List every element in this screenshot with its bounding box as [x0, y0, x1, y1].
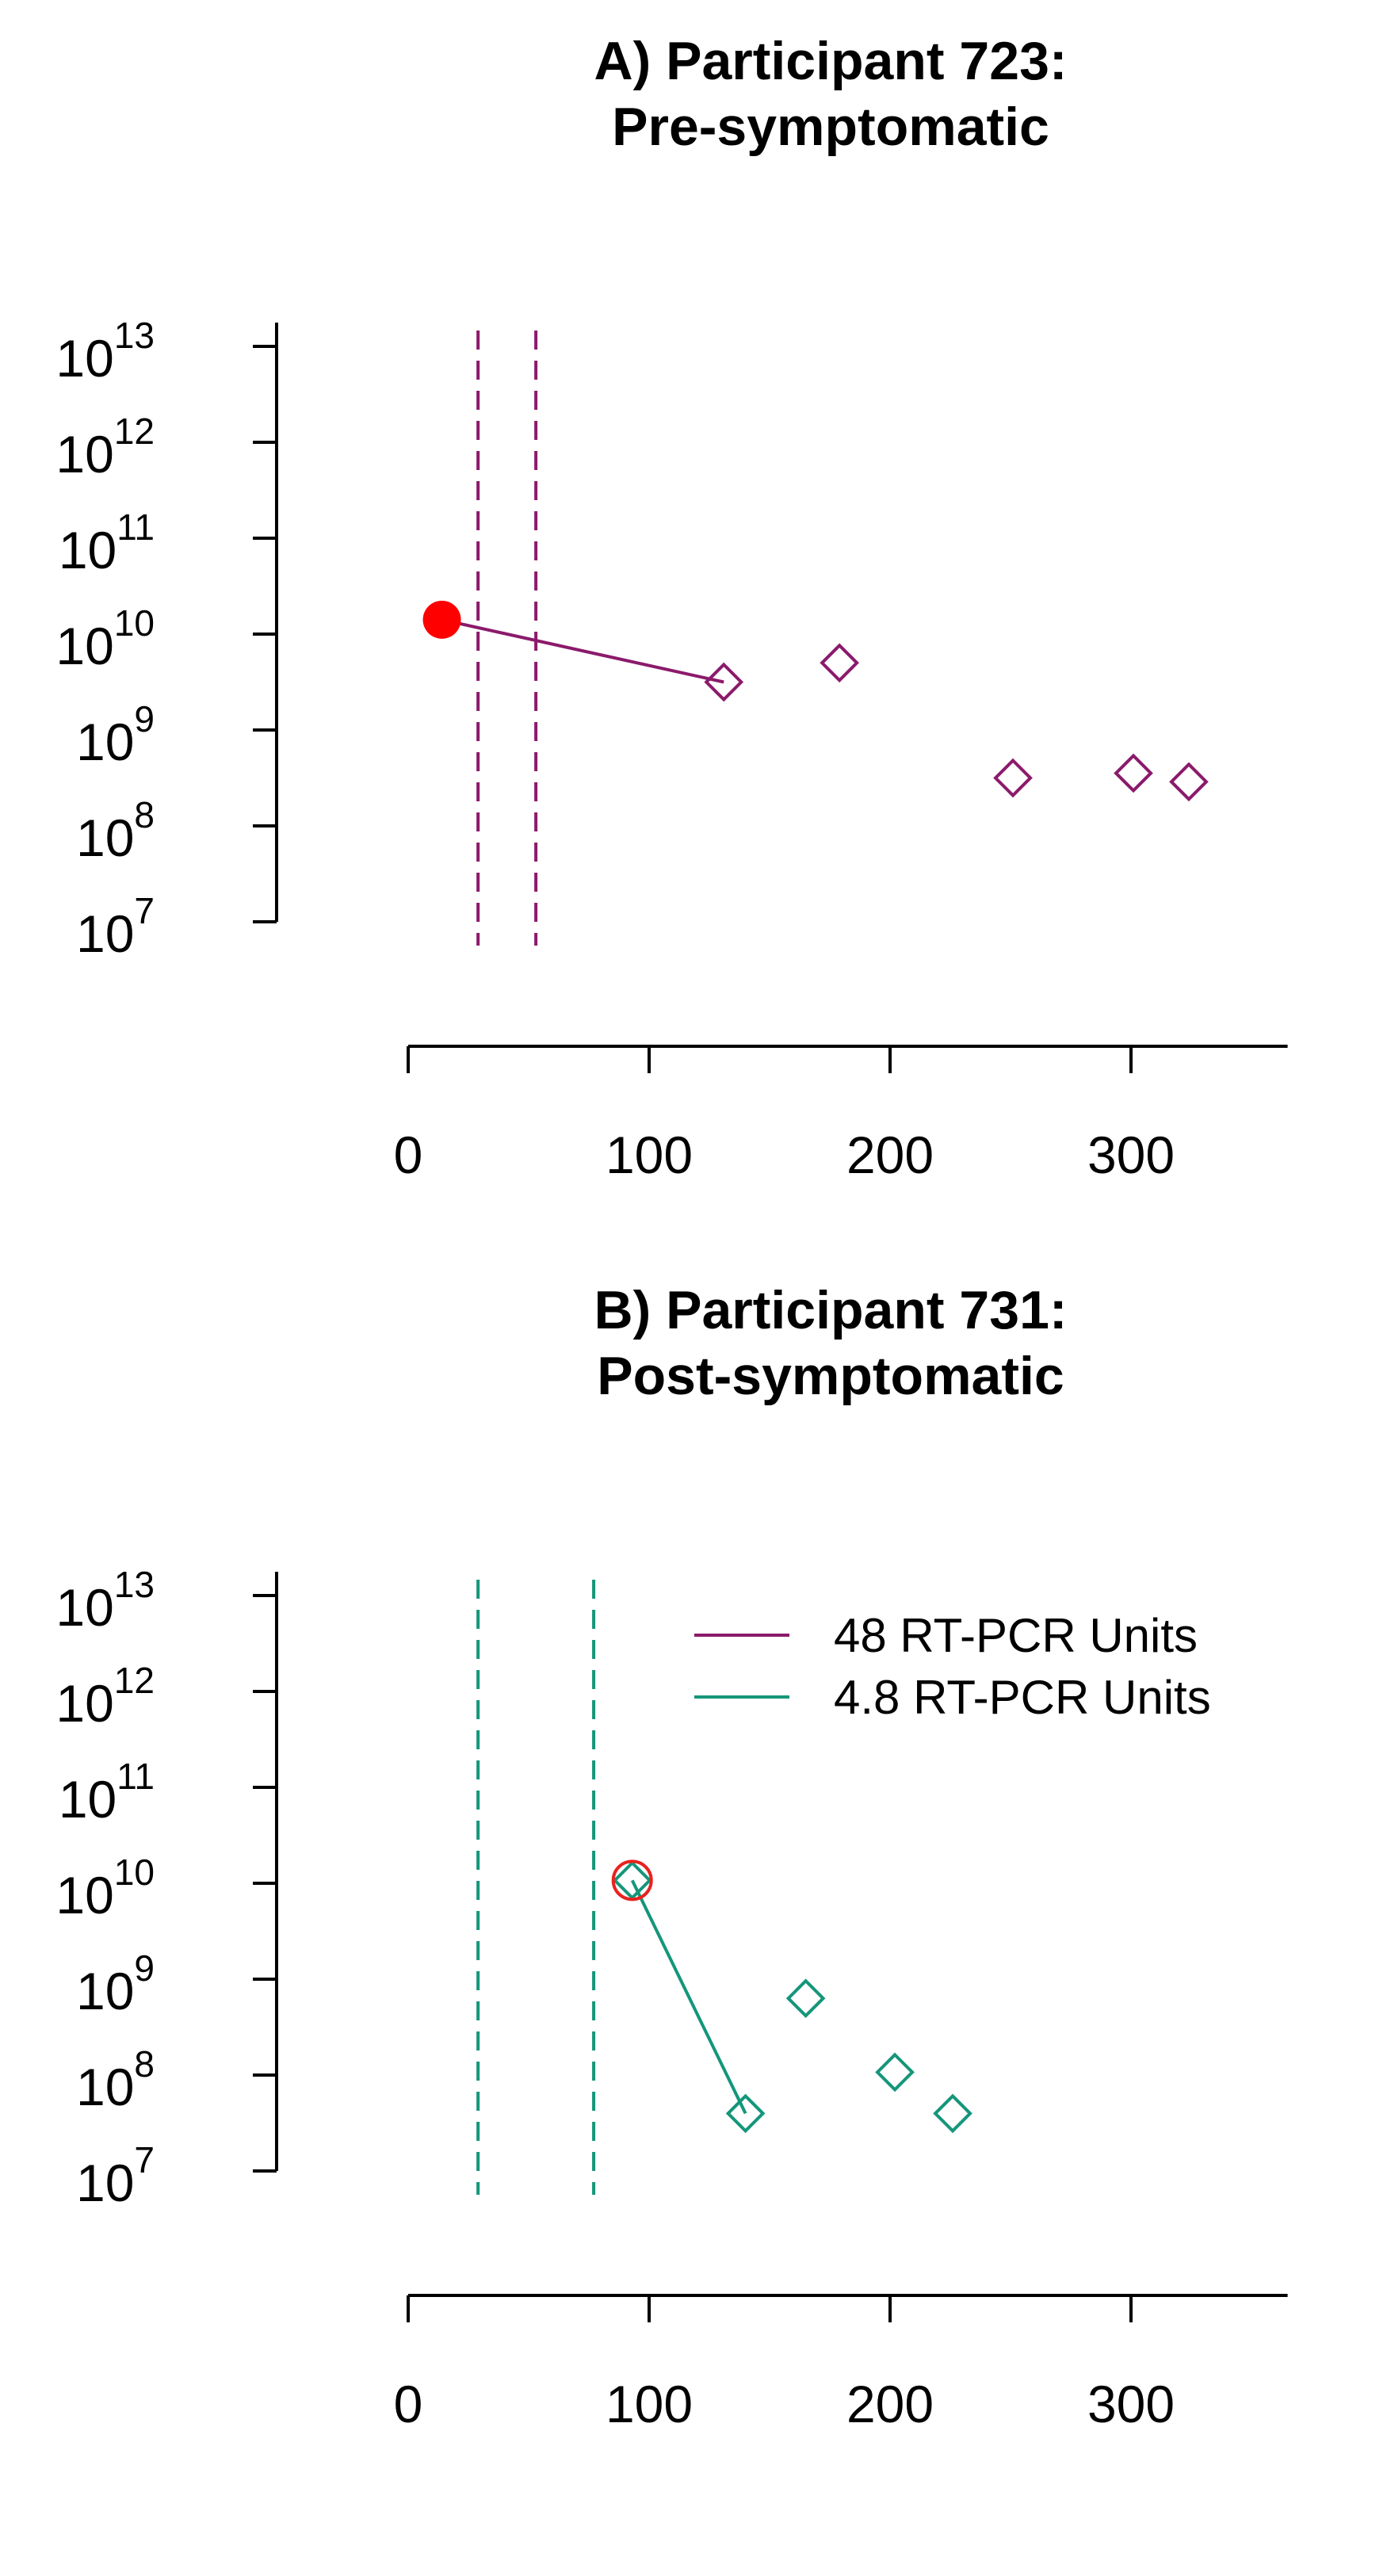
y-tick-label: 1012: [55, 1660, 155, 1733]
y-tick-exponent: 9: [134, 1947, 155, 1989]
y-tick-label: 108: [76, 794, 155, 867]
y-tick-label: 1013: [55, 1564, 155, 1637]
legend-label: 4.8 RT-PCR Units: [834, 1671, 1211, 1724]
y-tick-label: 1010: [55, 1852, 155, 1924]
y-tick-exponent: 9: [134, 698, 155, 740]
y-tick-exponent: 8: [134, 794, 155, 835]
y-tick-exponent: 10: [114, 602, 155, 644]
y-tick-label: 1013: [55, 315, 155, 388]
y-tick-label: 109: [76, 698, 155, 771]
data-point-diamond: [820, 643, 859, 683]
y-tick-label: 1010: [55, 602, 155, 675]
x-tick-label: 300: [1087, 1126, 1175, 1184]
data-point-diamond: [704, 662, 744, 702]
y-tick-exponent: 12: [114, 1660, 155, 1701]
data-point-diamond: [1169, 762, 1209, 802]
y-tick-exponent: 11: [117, 1756, 155, 1797]
peak-marker: [611, 1859, 653, 1901]
panel-b: B) Participant 731:Post-symptomatic10710…: [55, 1280, 1288, 2433]
data-point-diamond: [785, 1978, 826, 2019]
panel-a: A) Participant 723:Pre-symptomatic107108…: [55, 31, 1288, 1184]
y-tick-label: 109: [76, 1947, 155, 2020]
y-tick-exponent: 12: [114, 411, 155, 452]
x-tick-label: 0: [394, 1126, 423, 1184]
y-tick-label: 1012: [55, 411, 155, 483]
x-tick-label: 200: [846, 2375, 934, 2433]
y-tick-exponent: 13: [114, 315, 155, 356]
y-tick-label: 107: [76, 2139, 155, 2212]
data-point-diamond: [875, 2052, 915, 2093]
x-tick-label: 100: [606, 2375, 693, 2433]
legend-label: 48 RT-PCR Units: [834, 1609, 1198, 1662]
y-tick-label: 107: [76, 890, 155, 963]
x-tick-label: 300: [1087, 2375, 1175, 2433]
data-point-diamond: [725, 2093, 766, 2134]
data-point-diamond: [933, 2093, 972, 2134]
trajectory-segment: [630, 1879, 747, 2115]
chart-title-line: A) Participant 723:: [594, 31, 1067, 91]
chart-title-line: B) Participant 731:: [594, 1280, 1067, 1340]
y-tick-exponent: 8: [134, 2043, 155, 2085]
peak-marker: [422, 600, 461, 639]
y-tick-exponent: 13: [114, 1564, 155, 1605]
data-point-diamond: [1114, 753, 1153, 793]
x-tick-label: 200: [846, 1126, 934, 1184]
data-point-diamond: [993, 758, 1033, 798]
chart-title-line: Pre-symptomatic: [612, 97, 1049, 157]
x-tick-label: 100: [606, 1126, 693, 1184]
y-tick-label: 1011: [59, 506, 155, 579]
y-tick-exponent: 10: [114, 1852, 155, 1893]
y-tick-label: 1011: [59, 1756, 155, 1829]
y-tick-exponent: 11: [117, 506, 155, 548]
trajectory-segment: [441, 617, 724, 684]
y-tick-exponent: 7: [134, 2139, 155, 2180]
x-tick-label: 0: [394, 2375, 423, 2433]
y-tick-label: 108: [76, 2043, 155, 2116]
chart-title-line: Post-symptomatic: [597, 1346, 1064, 1406]
y-tick-exponent: 7: [134, 890, 155, 931]
